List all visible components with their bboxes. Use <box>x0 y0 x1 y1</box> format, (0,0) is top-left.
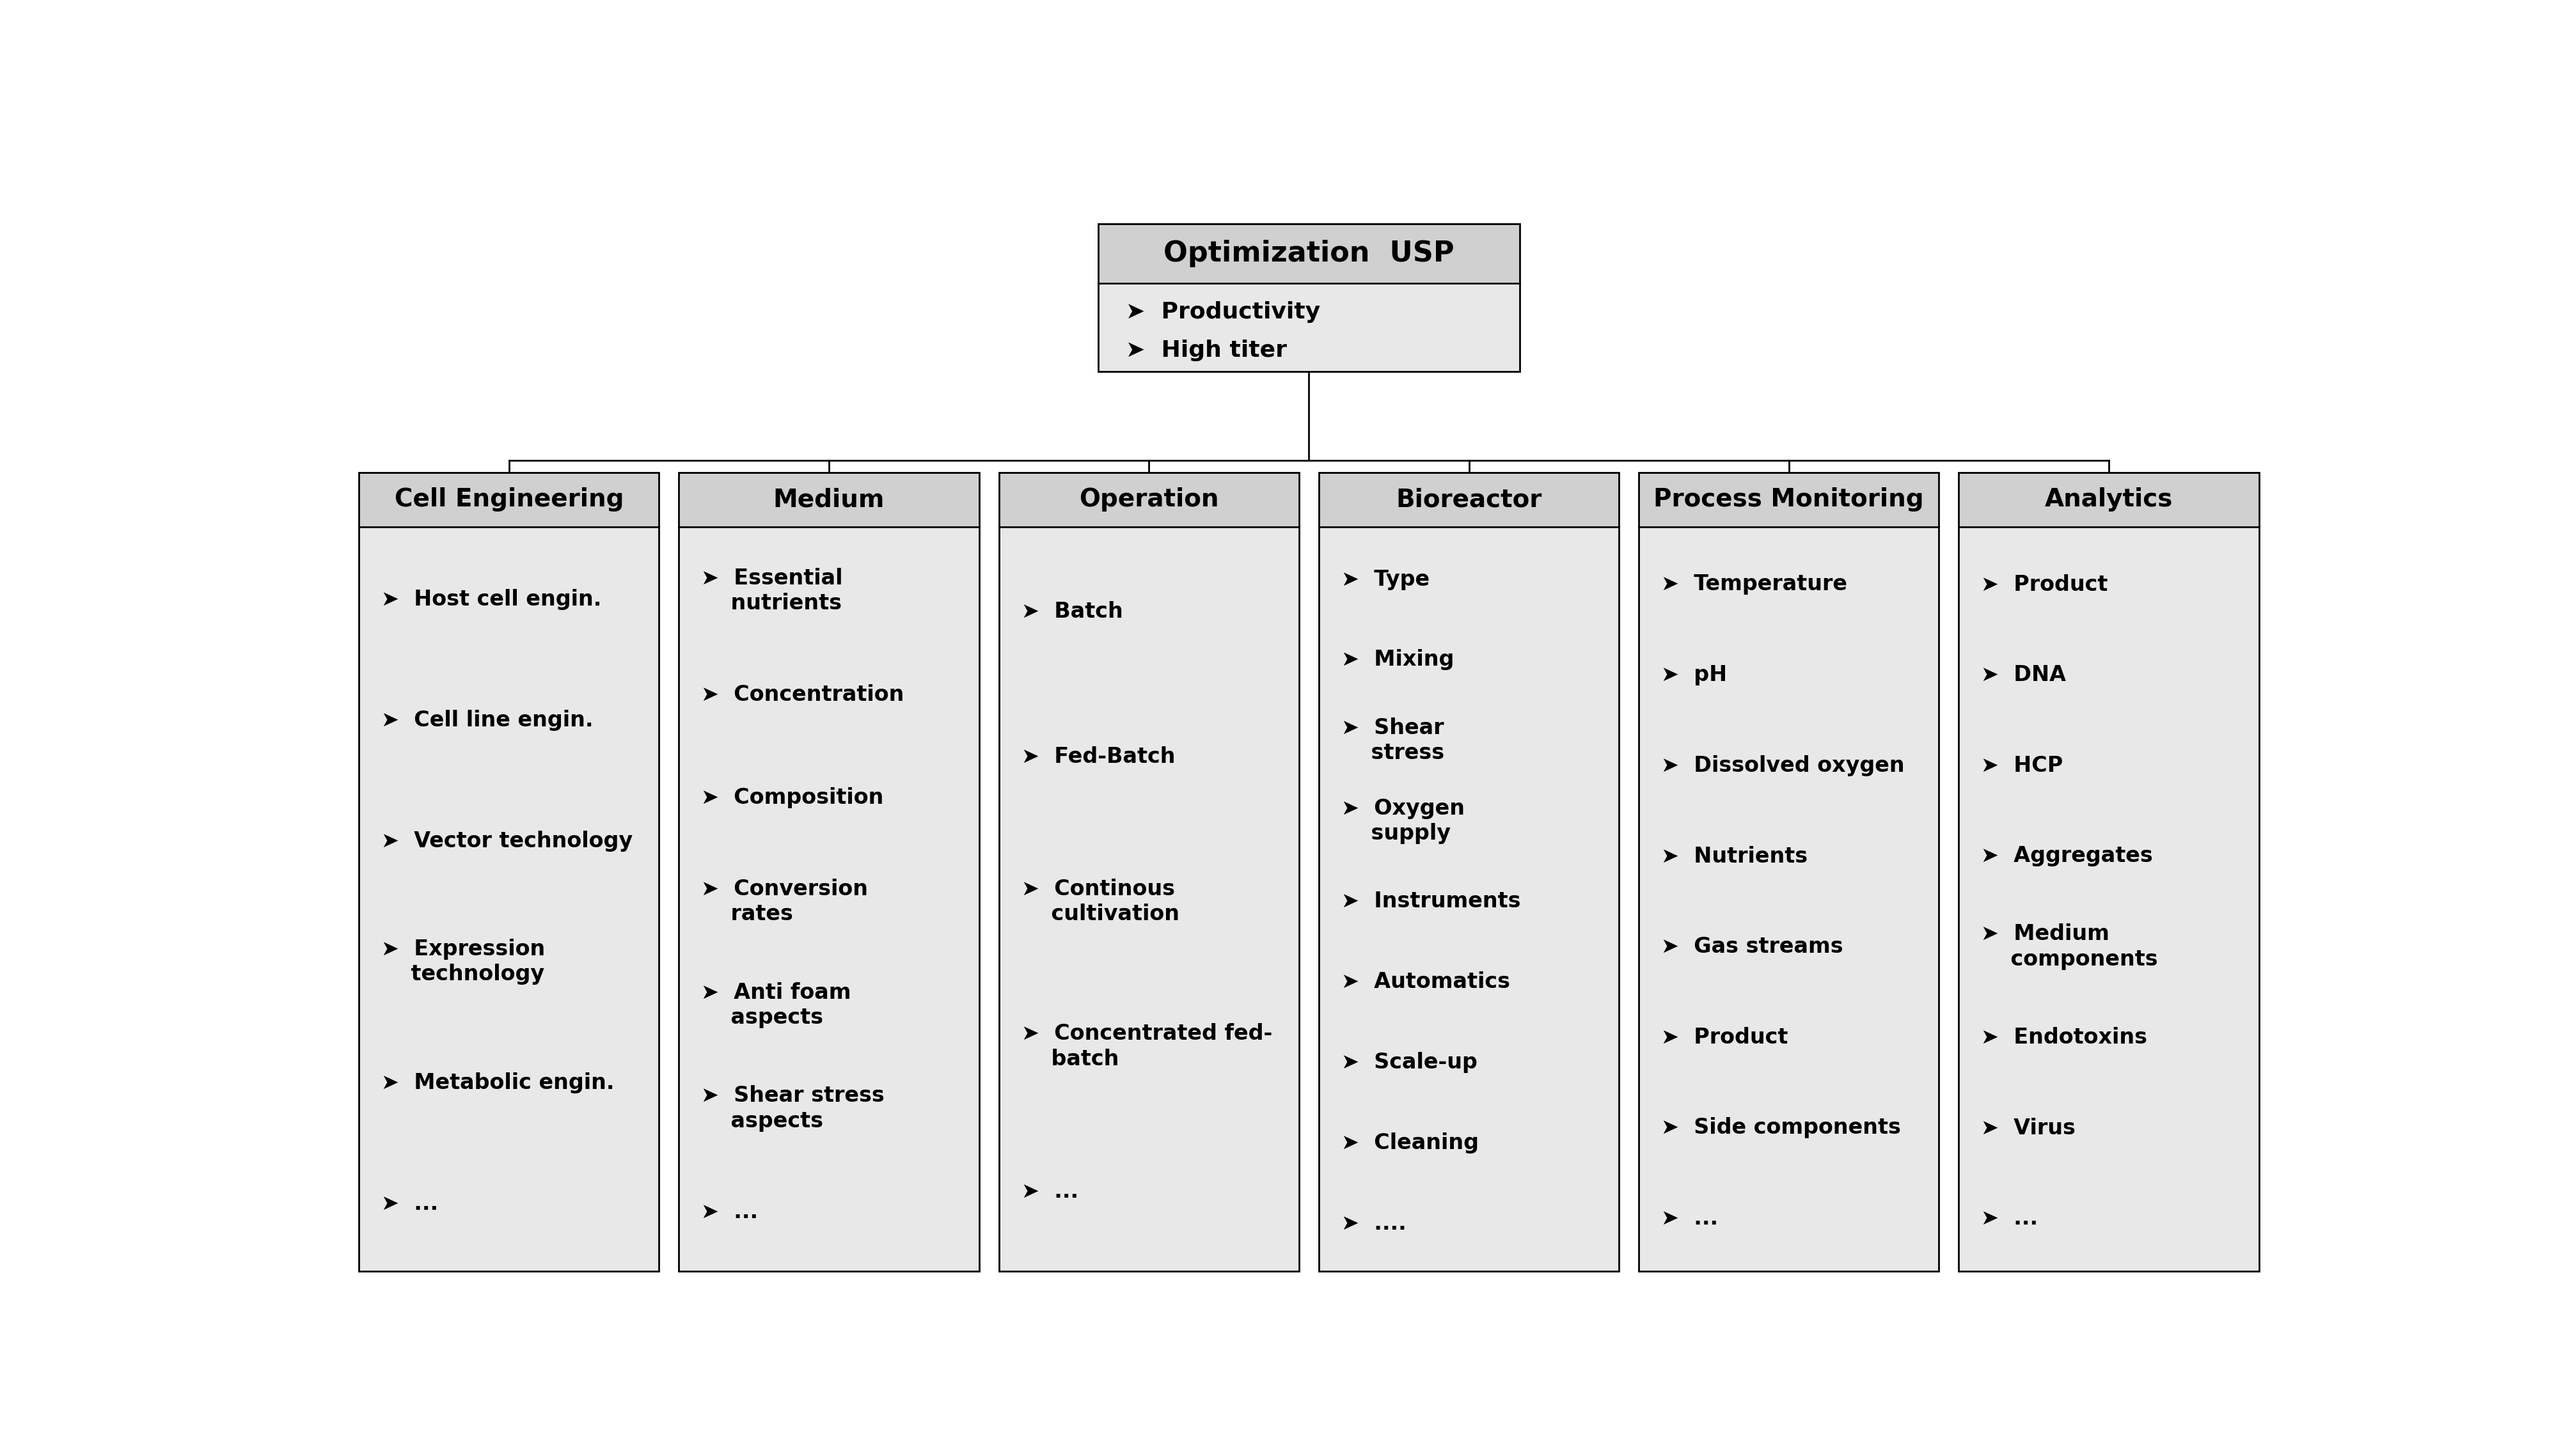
Text: ➤  Type: ➤ Type <box>1341 569 1430 590</box>
Text: ➤  Composition: ➤ Composition <box>702 788 884 808</box>
Text: ➤  Vector technology: ➤ Vector technology <box>381 830 633 852</box>
Text: ➤  Aggregates: ➤ Aggregates <box>1982 846 2153 866</box>
Text: ➤  pH: ➤ pH <box>1660 664 1727 686</box>
Text: ➤  Mixing: ➤ Mixing <box>1341 649 1453 670</box>
Text: ➤  ...: ➤ ... <box>381 1192 439 1214</box>
Text: ➤  DNA: ➤ DNA <box>1982 664 2066 686</box>
FancyBboxPatch shape <box>360 527 659 1271</box>
Text: Analytics: Analytics <box>2046 488 2173 513</box>
Text: Bioreactor: Bioreactor <box>1397 488 1543 513</box>
Text: ➤  ...: ➤ ... <box>702 1201 759 1223</box>
FancyBboxPatch shape <box>999 527 1300 1271</box>
Text: Operation: Operation <box>1078 488 1218 513</box>
Text: ➤  Automatics: ➤ Automatics <box>1341 971 1509 993</box>
Text: Process Monitoring: Process Monitoring <box>1655 488 1923 513</box>
Text: ➤  ...: ➤ ... <box>1982 1208 2038 1229</box>
Text: ➤  Cleaning: ➤ Cleaning <box>1341 1133 1479 1153</box>
FancyBboxPatch shape <box>1098 282 1520 371</box>
FancyBboxPatch shape <box>1959 473 2258 527</box>
Text: ➤  Productivity: ➤ Productivity <box>1126 301 1320 323</box>
FancyBboxPatch shape <box>1959 527 2258 1271</box>
Text: ➤  Continous
    cultivation: ➤ Continous cultivation <box>1022 878 1180 925</box>
FancyBboxPatch shape <box>679 527 978 1271</box>
Text: ➤  Nutrients: ➤ Nutrients <box>1660 846 1808 866</box>
Text: ➤  HCP: ➤ HCP <box>1982 756 2064 776</box>
Text: ➤  Dissolved oxygen: ➤ Dissolved oxygen <box>1660 756 1905 776</box>
Text: ➤  Host cell engin.: ➤ Host cell engin. <box>381 588 603 610</box>
Text: ➤  Fed-Batch: ➤ Fed-Batch <box>1022 745 1175 767</box>
Text: ➤  Product: ➤ Product <box>1982 574 2107 596</box>
Text: ➤  ...: ➤ ... <box>1022 1181 1078 1201</box>
Text: ➤  Side components: ➤ Side components <box>1660 1117 1900 1139</box>
Text: ➤  Shear
    stress: ➤ Shear stress <box>1341 718 1443 763</box>
Text: ➤  ...: ➤ ... <box>1660 1208 1719 1229</box>
Text: ➤  Virus: ➤ Virus <box>1982 1117 2076 1139</box>
Text: ➤  Instruments: ➤ Instruments <box>1341 891 1520 911</box>
Text: ➤  Conversion
    rates: ➤ Conversion rates <box>702 878 868 925</box>
Text: ➤  Metabolic engin.: ➤ Metabolic engin. <box>381 1072 616 1093</box>
FancyBboxPatch shape <box>1640 473 1938 527</box>
Text: ➤  Scale-up: ➤ Scale-up <box>1341 1053 1476 1073</box>
Text: ➤  Shear stress
    aspects: ➤ Shear stress aspects <box>702 1085 884 1131</box>
Text: ➤  Temperature: ➤ Temperature <box>1660 574 1847 596</box>
Text: Medium: Medium <box>774 488 884 513</box>
Text: ➤  Cell line engin.: ➤ Cell line engin. <box>381 709 593 731</box>
Text: ➤  Product: ➤ Product <box>1660 1026 1788 1048</box>
Text: Cell Engineering: Cell Engineering <box>393 488 623 513</box>
Text: ➤  Essential
    nutrients: ➤ Essential nutrients <box>702 568 843 614</box>
Text: Optimization  USP: Optimization USP <box>1165 240 1453 268</box>
FancyBboxPatch shape <box>1098 224 1520 282</box>
Text: ➤  Oxygen
    supply: ➤ Oxygen supply <box>1341 798 1463 844</box>
Text: ➤  Concentrated fed-
    batch: ➤ Concentrated fed- batch <box>1022 1024 1272 1070</box>
Text: ➤  High titer: ➤ High titer <box>1126 339 1287 361</box>
Text: ➤  Endotoxins: ➤ Endotoxins <box>1982 1026 2148 1048</box>
Text: ➤  ....: ➤ .... <box>1341 1213 1407 1235</box>
Text: ➤  Gas streams: ➤ Gas streams <box>1660 936 1844 957</box>
Text: ➤  Medium
    components: ➤ Medium components <box>1982 923 2158 970</box>
FancyBboxPatch shape <box>1318 473 1619 527</box>
FancyBboxPatch shape <box>1640 527 1938 1271</box>
FancyBboxPatch shape <box>360 473 659 527</box>
Text: ➤  Concentration: ➤ Concentration <box>702 684 904 705</box>
Text: ➤  Anti foam
    aspects: ➤ Anti foam aspects <box>702 981 850 1028</box>
Text: ➤  Expression
    technology: ➤ Expression technology <box>381 939 544 986</box>
FancyBboxPatch shape <box>679 473 978 527</box>
FancyBboxPatch shape <box>999 473 1300 527</box>
FancyBboxPatch shape <box>1318 527 1619 1271</box>
Text: ➤  Batch: ➤ Batch <box>1022 601 1124 622</box>
